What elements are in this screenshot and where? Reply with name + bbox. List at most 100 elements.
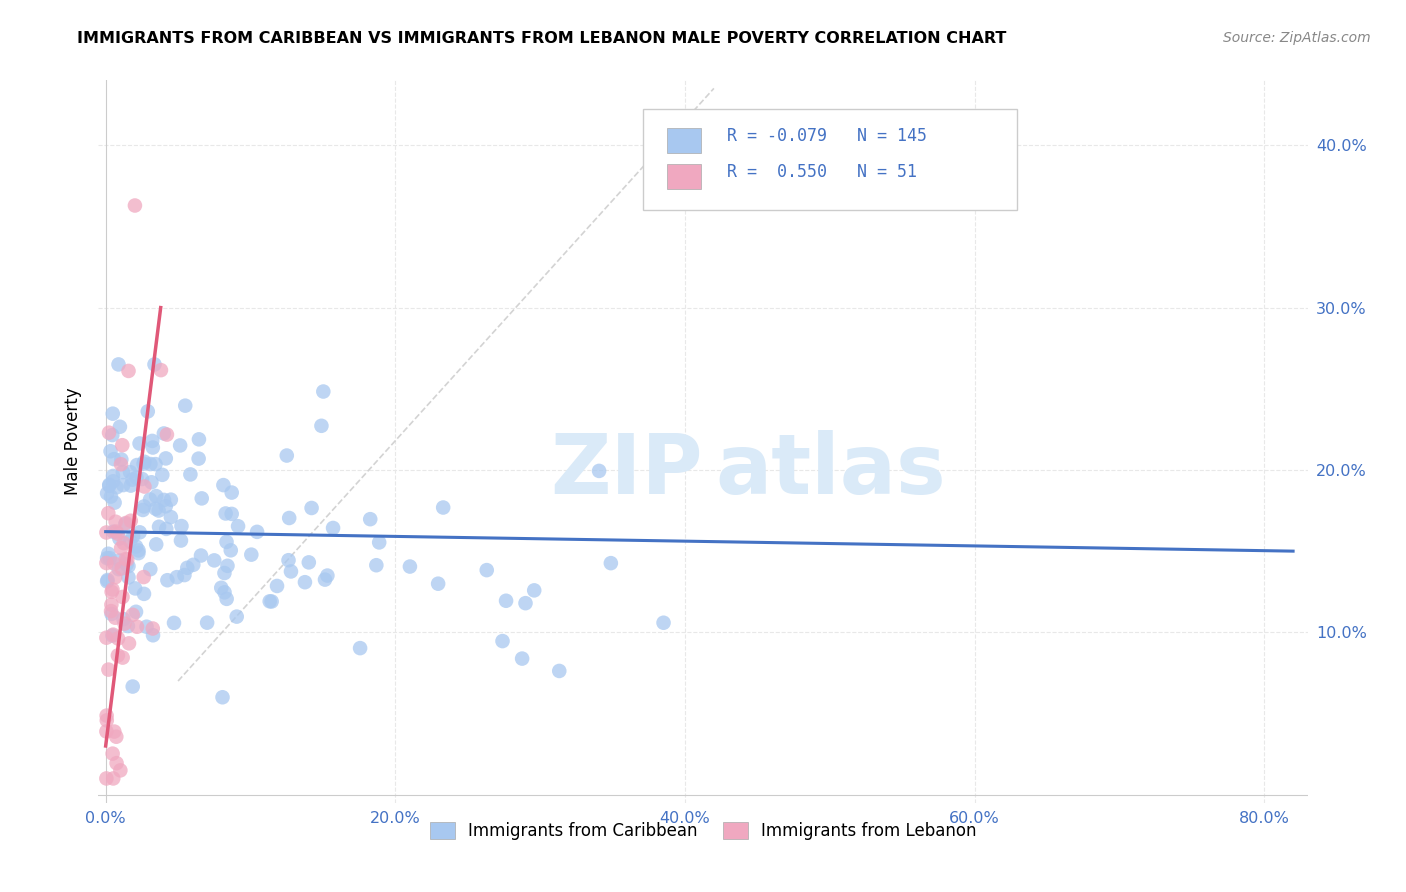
Point — [96, 574, 118, 589]
Point — [211, 690, 233, 705]
Point — [111, 465, 134, 479]
Point — [150, 467, 173, 482]
Point — [107, 526, 129, 541]
Point — [276, 449, 298, 463]
Point — [132, 457, 155, 471]
Point — [148, 503, 170, 517]
Point — [103, 452, 125, 467]
Point — [266, 579, 288, 593]
Point — [112, 478, 135, 492]
Point — [103, 524, 125, 539]
Point — [108, 532, 131, 546]
Point — [170, 519, 193, 533]
Point — [114, 616, 136, 631]
Point — [121, 680, 143, 694]
Point — [125, 605, 148, 619]
Text: atlas: atlas — [716, 430, 946, 511]
Point — [120, 534, 142, 549]
Point — [110, 457, 132, 471]
Point — [214, 585, 236, 599]
Point — [120, 478, 142, 492]
Point — [149, 363, 172, 377]
Point — [614, 470, 637, 484]
Point — [190, 549, 212, 563]
Point — [100, 444, 122, 458]
Point — [368, 535, 391, 549]
Point — [124, 198, 146, 212]
Point — [174, 399, 197, 413]
Point — [121, 607, 143, 622]
Point — [104, 570, 127, 584]
Point — [170, 533, 193, 548]
Point — [97, 547, 120, 561]
Point — [181, 558, 204, 572]
Point — [104, 495, 127, 509]
Point — [97, 573, 120, 587]
Point — [278, 511, 301, 525]
Point — [298, 555, 321, 569]
Point — [173, 568, 195, 582]
Point — [301, 500, 323, 515]
Point — [475, 563, 498, 577]
Point — [294, 575, 316, 590]
Point — [219, 543, 242, 558]
Point — [101, 627, 124, 641]
Point — [141, 475, 163, 490]
Point — [209, 581, 232, 595]
Point — [104, 611, 127, 625]
Point — [117, 619, 139, 633]
Point — [280, 565, 302, 579]
Point — [105, 480, 128, 494]
Point — [221, 485, 243, 500]
FancyBboxPatch shape — [643, 109, 1018, 211]
Point — [153, 426, 176, 441]
Point — [427, 576, 450, 591]
Point — [100, 604, 122, 618]
Point — [97, 506, 120, 520]
Point — [139, 492, 162, 507]
Point — [141, 434, 163, 448]
Bar — [666, 128, 700, 153]
Point — [214, 507, 236, 521]
Point — [163, 615, 186, 630]
Point — [359, 512, 381, 526]
Point — [115, 558, 138, 572]
Point — [132, 503, 155, 517]
Point — [101, 629, 124, 643]
Point — [312, 384, 335, 399]
Point — [153, 492, 176, 507]
Point — [142, 628, 165, 642]
Point — [187, 433, 209, 447]
Point — [155, 500, 177, 514]
Point — [131, 472, 153, 486]
Point — [169, 438, 191, 452]
Point — [155, 451, 177, 466]
Point — [515, 596, 537, 610]
Point — [491, 634, 513, 648]
Point — [599, 556, 621, 570]
Point — [139, 457, 162, 471]
Point — [117, 364, 139, 378]
Point — [148, 520, 170, 534]
Point — [114, 552, 136, 566]
Point — [96, 714, 118, 728]
Legend: Immigrants from Caribbean, Immigrants from Lebanon: Immigrants from Caribbean, Immigrants fr… — [422, 814, 984, 848]
Point — [112, 612, 135, 626]
Point — [96, 556, 118, 570]
Point — [399, 559, 422, 574]
Point — [156, 573, 179, 587]
Point — [155, 522, 177, 536]
Point — [160, 510, 183, 524]
Point — [111, 438, 134, 452]
Point — [96, 525, 118, 540]
Point — [97, 663, 120, 677]
Point — [202, 553, 225, 567]
Point — [125, 620, 148, 634]
Point — [117, 570, 139, 584]
Point — [101, 469, 124, 483]
Point — [160, 492, 183, 507]
Text: R =  0.550   N = 51: R = 0.550 N = 51 — [727, 163, 917, 181]
Point — [495, 593, 517, 607]
Point — [142, 441, 165, 455]
Point — [179, 467, 201, 482]
